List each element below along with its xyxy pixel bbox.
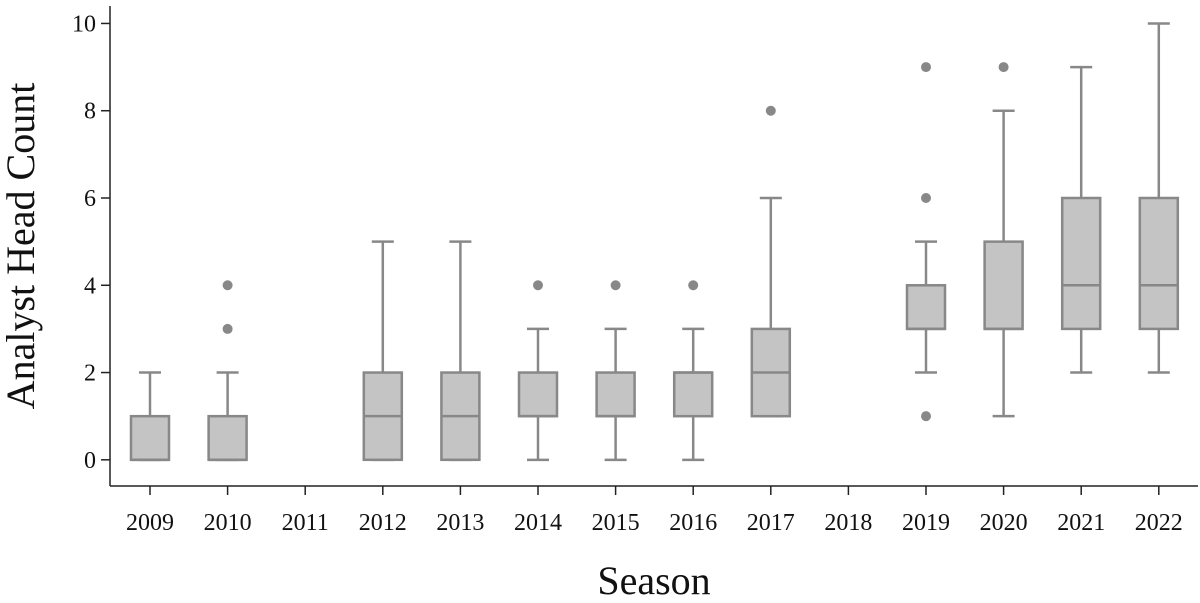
y-tick-label: 10	[72, 11, 96, 37]
y-axis-title: Analyst Head Count	[0, 83, 43, 410]
box-2020	[983, 62, 1024, 418]
x-tick-label: 2017	[747, 510, 795, 536]
x-tick-label: 2022	[1135, 510, 1183, 536]
outlier-point	[765, 105, 776, 116]
y-tick-label: 4	[84, 273, 96, 299]
box-iqr	[1138, 196, 1180, 331]
y-tick-label: 6	[84, 186, 96, 212]
outlier-point	[533, 280, 543, 291]
y-tick-label: 8	[84, 99, 96, 125]
box-2010	[207, 280, 248, 462]
x-tick-label: 2018	[824, 510, 872, 536]
x-tick-label: 2012	[359, 510, 407, 536]
x-tick-label: 2021	[1057, 510, 1105, 536]
y-axis-ticks: 0 2 4 6 8 10	[72, 11, 110, 474]
box-2014	[517, 280, 559, 462]
plot-area	[129, 22, 1180, 462]
box-2017	[750, 105, 792, 418]
box-2022	[1138, 22, 1180, 374]
x-tick-label: 2011	[282, 510, 329, 536]
outlier-point	[222, 323, 233, 334]
box-2019	[905, 62, 947, 422]
outlier-point	[998, 62, 1009, 73]
outlier-point	[921, 411, 931, 422]
x-tick-label: 2020	[980, 510, 1028, 536]
box-iqr	[672, 371, 714, 418]
x-tick-label: 2013	[436, 510, 484, 536]
outlier-point	[222, 280, 233, 291]
y-tick-label: 0	[84, 448, 96, 474]
box-iqr	[905, 284, 947, 331]
x-tick-label: 2015	[592, 510, 640, 536]
y-tick-label: 2	[84, 361, 96, 387]
outlier-point	[921, 193, 931, 203]
box-2016	[672, 280, 714, 462]
box-2012	[362, 240, 404, 462]
box-iqr	[595, 371, 636, 418]
box-iqr	[1060, 196, 1102, 331]
x-tick-label: 2014	[514, 510, 562, 536]
box-2009	[129, 371, 171, 462]
box-iqr	[983, 240, 1024, 331]
box-iqr	[207, 414, 248, 462]
box-2015	[595, 280, 636, 462]
x-tick-label: 2010	[204, 510, 252, 536]
x-tick-label: 2019	[902, 510, 950, 536]
x-tick-label: 2016	[669, 510, 717, 536]
outlier-point	[610, 280, 621, 291]
outlier-point	[921, 62, 931, 73]
box-iqr	[129, 414, 171, 462]
x-axis-title: Season	[597, 558, 710, 603]
x-axis-ticks: 2009 2010 2011 2012 2013 2014 2015 2016 2017 2018…	[126, 486, 1183, 536]
box-iqr	[517, 371, 559, 418]
box-2021	[1060, 65, 1102, 374]
outlier-point	[688, 280, 699, 291]
box-2013	[440, 240, 481, 462]
x-tick-label: 2009	[126, 510, 174, 536]
